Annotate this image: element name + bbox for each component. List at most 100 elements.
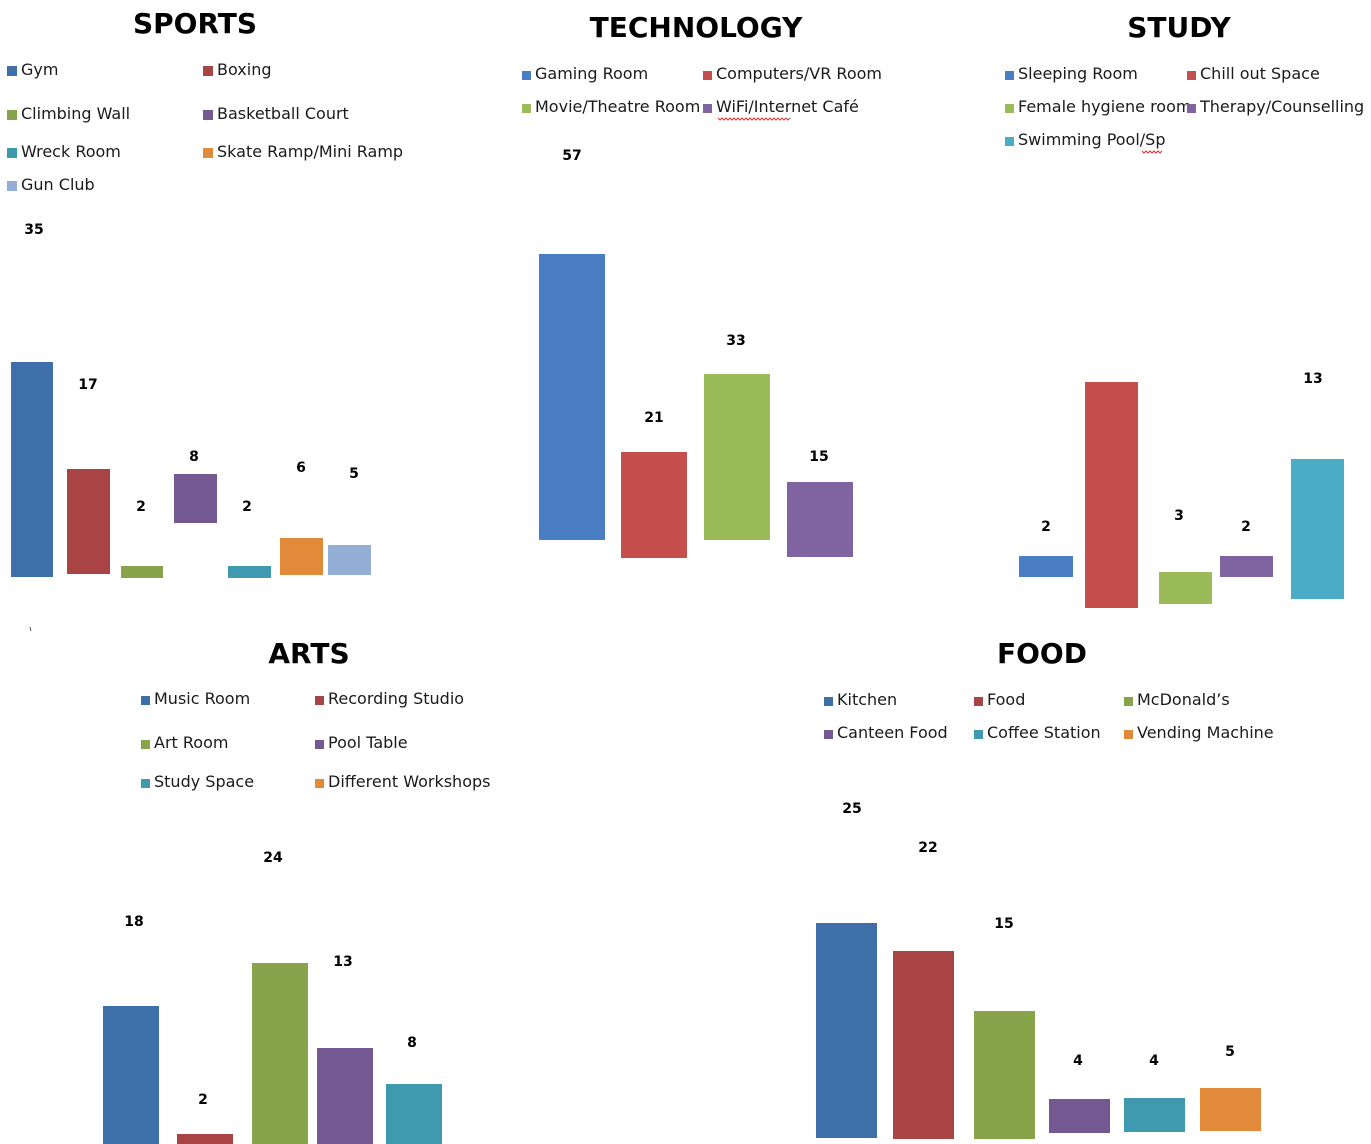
food-bar-food: [893, 951, 954, 1139]
technology-legend-swatch-movie-theatre-room: [522, 104, 531, 113]
food-legend-swatch-mcdonald-s: [1124, 697, 1133, 706]
technology-spellcheck-underline: [717, 117, 791, 121]
technology-legend-swatch-computers-vr-room: [703, 71, 712, 80]
sports-legend-swatch-gym: [7, 66, 17, 76]
sports-bar-climbing-wall: [121, 566, 163, 578]
arts-bar-art-room: [252, 963, 308, 1144]
sports-legend-swatch-climbing-wall: [7, 110, 17, 120]
arts-legend-label-study-space: Study Space: [154, 772, 254, 791]
food-bar-mcdonald-s: [974, 1011, 1035, 1139]
arts-legend-label-pool-table: Pool Table: [328, 733, 408, 752]
study-legend-label-chill-out-space: Chill out Space: [1200, 64, 1320, 83]
food-data-label-kitchen: 25: [842, 801, 861, 817]
study-data-label-sleeping-room: 2: [1041, 519, 1051, 535]
food-legend-label-kitchen: Kitchen: [837, 690, 897, 709]
sports-bar-basketball-court: [174, 474, 217, 523]
arts-legend-label-different-workshops: Different Workshops: [328, 772, 490, 791]
food-legend-swatch-vending-machine: [1124, 730, 1133, 739]
food-data-label-mcdonald-s: 15: [994, 916, 1013, 932]
study-bar-chill-out-space: [1085, 382, 1138, 608]
sports-legend-label-gym: Gym: [21, 60, 58, 79]
study-legend-swatch-chill-out-space: [1187, 71, 1196, 80]
sports-data-label-wreck-room: 2: [242, 499, 252, 515]
study-legend-label-therapy-counselling: Therapy/Counselling: [1199, 97, 1364, 116]
sports-legend-label-skate-ramp-mini-ramp: Skate Ramp/Mini Ramp: [217, 142, 403, 161]
food-bar-kitchen: [816, 923, 877, 1138]
arts-legend-swatch-recording-studio: [315, 696, 324, 705]
arts-legend-label-recording-studio: Recording Studio: [328, 689, 464, 708]
technology-chart-title: TECHNOLOGY: [590, 11, 803, 44]
sports-stray-tick-mark: [29, 626, 32, 632]
food-legend-label-coffee-station: Coffee Station: [987, 723, 1101, 742]
sports-bar-wreck-room: [228, 566, 271, 578]
arts-legend-swatch-pool-table: [315, 740, 324, 749]
technology-legend-label-gaming-room: Gaming Room: [535, 64, 648, 83]
sports-legend-swatch-boxing: [203, 66, 213, 76]
arts-bar-music-room: [103, 1006, 159, 1144]
food-data-label-food: 22: [918, 840, 937, 856]
arts-legend-swatch-music-room: [141, 696, 150, 705]
arts-legend-label-music-room: Music Room: [154, 689, 250, 708]
sports-data-label-basketball-court: 8: [189, 449, 199, 465]
sports-bar-skate-ramp-mini-ramp: [280, 538, 323, 575]
food-legend-swatch-food: [974, 697, 983, 706]
technology-bar-movie-theatre-room: [704, 374, 770, 540]
food-data-label-canteen-food: 4: [1073, 1053, 1083, 1069]
study-legend-swatch-therapy-counselling: [1187, 104, 1196, 113]
arts-data-label-music-room: 18: [124, 914, 143, 930]
food-data-label-vending-machine: 5: [1225, 1044, 1235, 1060]
technology-data-label-movie-theatre-room: 33: [726, 333, 745, 349]
arts-data-label-study-space: 8: [407, 1035, 417, 1051]
arts-bar-study-space: [386, 1084, 442, 1144]
food-legend-label-mcdonald-s: McDonald’s: [1137, 690, 1230, 709]
food-bar-vending-machine: [1200, 1088, 1261, 1131]
technology-legend-swatch-wifi-internet-caf: [703, 104, 712, 113]
food-legend-swatch-kitchen: [824, 697, 833, 706]
arts-legend-label-art-room: Art Room: [154, 733, 228, 752]
sports-legend-label-gun-club: Gun Club: [21, 175, 95, 194]
food-legend-label-vending-machine: Vending Machine: [1137, 723, 1274, 742]
food-legend-swatch-coffee-station: [974, 730, 983, 739]
study-data-label-therapy-counselling: 2: [1241, 519, 1251, 535]
sports-bar-boxing: [67, 469, 110, 574]
arts-bar-recording-studio: [177, 1134, 233, 1144]
sports-data-label-gun-club: 5: [349, 466, 359, 482]
study-legend-label-sleeping-room: Sleeping Room: [1018, 64, 1138, 83]
study-bar-swimming-pool-sp: [1291, 459, 1344, 599]
sports-legend-swatch-wreck-room: [7, 148, 17, 158]
technology-legend-label-computers-vr-room: Computers/VR Room: [716, 64, 882, 83]
technology-legend-label-movie-theatre-room: Movie/Theatre Room: [535, 97, 700, 116]
arts-bar-pool-table: [317, 1048, 373, 1144]
sports-data-label-skate-ramp-mini-ramp: 6: [296, 460, 306, 476]
sports-legend-label-climbing-wall: Climbing Wall: [21, 104, 130, 123]
sports-legend-swatch-skate-ramp-mini-ramp: [203, 148, 213, 158]
study-legend-swatch-swimming-pool-sp: [1005, 137, 1014, 146]
technology-data-label-computers-vr-room: 21: [644, 410, 663, 426]
study-legend-swatch-female-hygiene-room: [1005, 104, 1014, 113]
sports-legend-label-wreck-room: Wreck Room: [21, 142, 121, 161]
technology-data-label-wifi-internet-caf: 15: [809, 449, 828, 465]
sports-data-label-gym: 35: [24, 222, 43, 238]
food-legend-label-food: Food: [987, 690, 1025, 709]
technology-bar-computers-vr-room: [621, 452, 687, 558]
sports-chart-title: SPORTS: [133, 7, 257, 40]
food-legend-swatch-canteen-food: [824, 730, 833, 739]
food-legend-label-canteen-food: Canteen Food: [837, 723, 948, 742]
study-data-label-female-hygiene-room: 3: [1174, 508, 1184, 524]
arts-data-label-recording-studio: 2: [198, 1092, 208, 1108]
technology-bar-gaming-room: [539, 254, 605, 540]
technology-data-label-gaming-room: 57: [562, 148, 581, 164]
study-bar-therapy-counselling: [1220, 556, 1273, 577]
arts-legend-swatch-different-workshops: [315, 779, 324, 788]
study-chart-title: STUDY: [1127, 11, 1231, 44]
food-chart-title: FOOD: [997, 637, 1087, 670]
sports-data-label-climbing-wall: 2: [136, 499, 146, 515]
food-data-label-coffee-station: 4: [1149, 1053, 1159, 1069]
study-bar-sleeping-room: [1019, 556, 1073, 577]
sports-legend-swatch-gun-club: [7, 181, 17, 191]
study-spellcheck-underline: [1141, 150, 1163, 154]
study-bar-female-hygiene-room: [1159, 572, 1212, 604]
food-bar-coffee-station: [1124, 1098, 1185, 1132]
sports-legend-swatch-basketball-court: [203, 110, 213, 120]
